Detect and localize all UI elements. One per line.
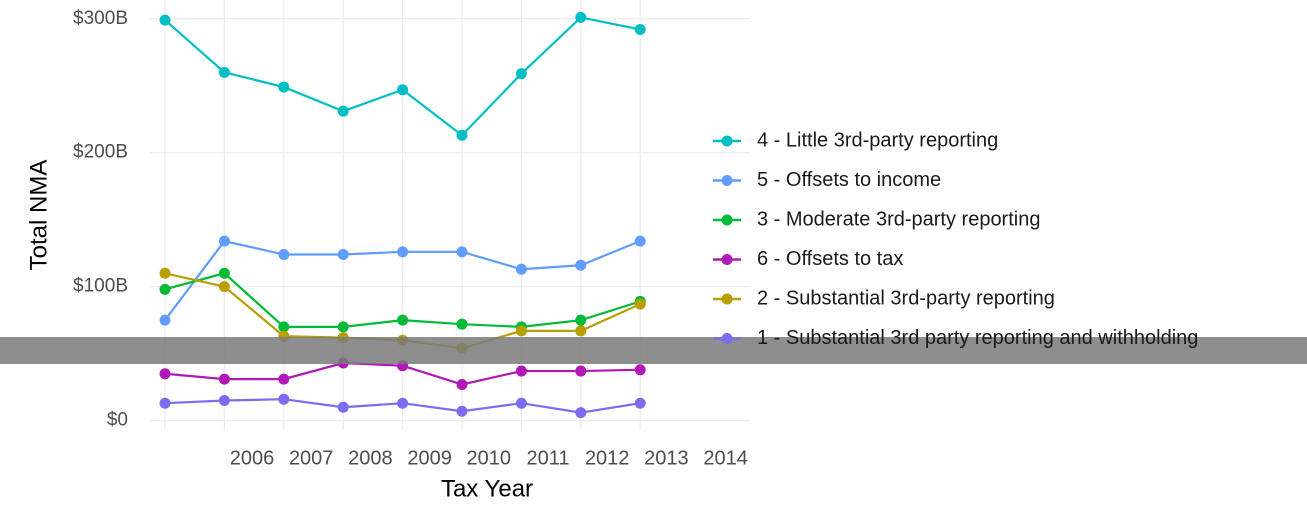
data-point xyxy=(456,246,468,258)
data-point xyxy=(515,68,527,80)
x-tick-label: 2013 xyxy=(644,447,689,469)
legend-label: 4 - Little 3rd-party reporting xyxy=(757,129,998,151)
data-point xyxy=(218,373,230,385)
data-point xyxy=(337,401,349,413)
y-tick-label: $300B xyxy=(73,8,128,29)
y-tick-label: $200B xyxy=(73,142,128,163)
legend-label: 5 - Offsets to income xyxy=(757,169,941,191)
data-point xyxy=(218,235,230,247)
data-point xyxy=(397,397,409,409)
data-point xyxy=(634,23,646,35)
data-point xyxy=(397,246,409,258)
x-tick-label: 2014 xyxy=(703,447,748,469)
data-point xyxy=(634,397,646,409)
x-tick-label: 2012 xyxy=(585,447,630,469)
legend-key xyxy=(721,293,733,305)
y-axis-title: Total NMA xyxy=(25,160,52,271)
data-point xyxy=(397,314,409,326)
glitch-band xyxy=(0,337,1307,364)
data-point xyxy=(575,365,587,377)
legend-label: 2 - Substantial 3rd-party reporting xyxy=(757,287,1055,309)
legend-label: 3 - Moderate 3rd-party reporting xyxy=(757,208,1040,230)
y-tick-label: $0 xyxy=(107,410,128,431)
data-point xyxy=(515,365,527,377)
x-tick-label: 2010 xyxy=(467,447,512,469)
data-point xyxy=(634,298,646,310)
data-point xyxy=(456,129,468,141)
data-point xyxy=(515,263,527,275)
data-point xyxy=(218,395,230,407)
x-tick-label: 2007 xyxy=(289,447,334,469)
x-tick-label: 2006 xyxy=(230,447,275,469)
data-point xyxy=(337,321,349,333)
x-axis-title: Tax Year xyxy=(441,475,533,502)
data-point xyxy=(397,84,409,96)
data-point xyxy=(456,318,468,330)
legend-label: 6 - Offsets to tax xyxy=(757,248,903,270)
y-tick-label: $100B xyxy=(73,276,128,297)
legend-key xyxy=(721,135,733,147)
data-point xyxy=(159,314,171,326)
data-point xyxy=(634,364,646,376)
data-point xyxy=(159,368,171,380)
data-point xyxy=(575,11,587,23)
data-point xyxy=(278,393,290,405)
data-point xyxy=(515,325,527,337)
x-tick-label: 2008 xyxy=(348,447,393,469)
legend-key xyxy=(721,175,733,186)
data-point xyxy=(575,259,587,271)
data-point xyxy=(159,14,171,26)
data-point xyxy=(218,267,230,279)
data-point xyxy=(278,373,290,385)
legend-key xyxy=(721,333,733,344)
data-point xyxy=(337,249,349,261)
data-point xyxy=(337,105,349,117)
data-point xyxy=(278,249,290,261)
data-point xyxy=(278,81,290,93)
data-point xyxy=(634,235,646,247)
data-point xyxy=(456,405,468,417)
data-point xyxy=(456,378,468,390)
data-point xyxy=(515,397,527,409)
data-point xyxy=(218,66,230,78)
legend-key xyxy=(721,254,733,265)
data-point xyxy=(278,321,290,333)
data-point xyxy=(159,283,171,295)
x-tick-label: 2011 xyxy=(526,447,569,469)
data-point xyxy=(159,267,171,279)
legend-label: 1 - Substantial 3rd party reporting and … xyxy=(757,327,1198,349)
data-point xyxy=(159,397,171,409)
data-point xyxy=(575,314,587,326)
data-point xyxy=(575,407,587,419)
data-point xyxy=(218,281,230,293)
legend-key xyxy=(721,214,733,226)
x-tick-label: 2009 xyxy=(407,447,452,469)
data-point xyxy=(575,325,587,337)
